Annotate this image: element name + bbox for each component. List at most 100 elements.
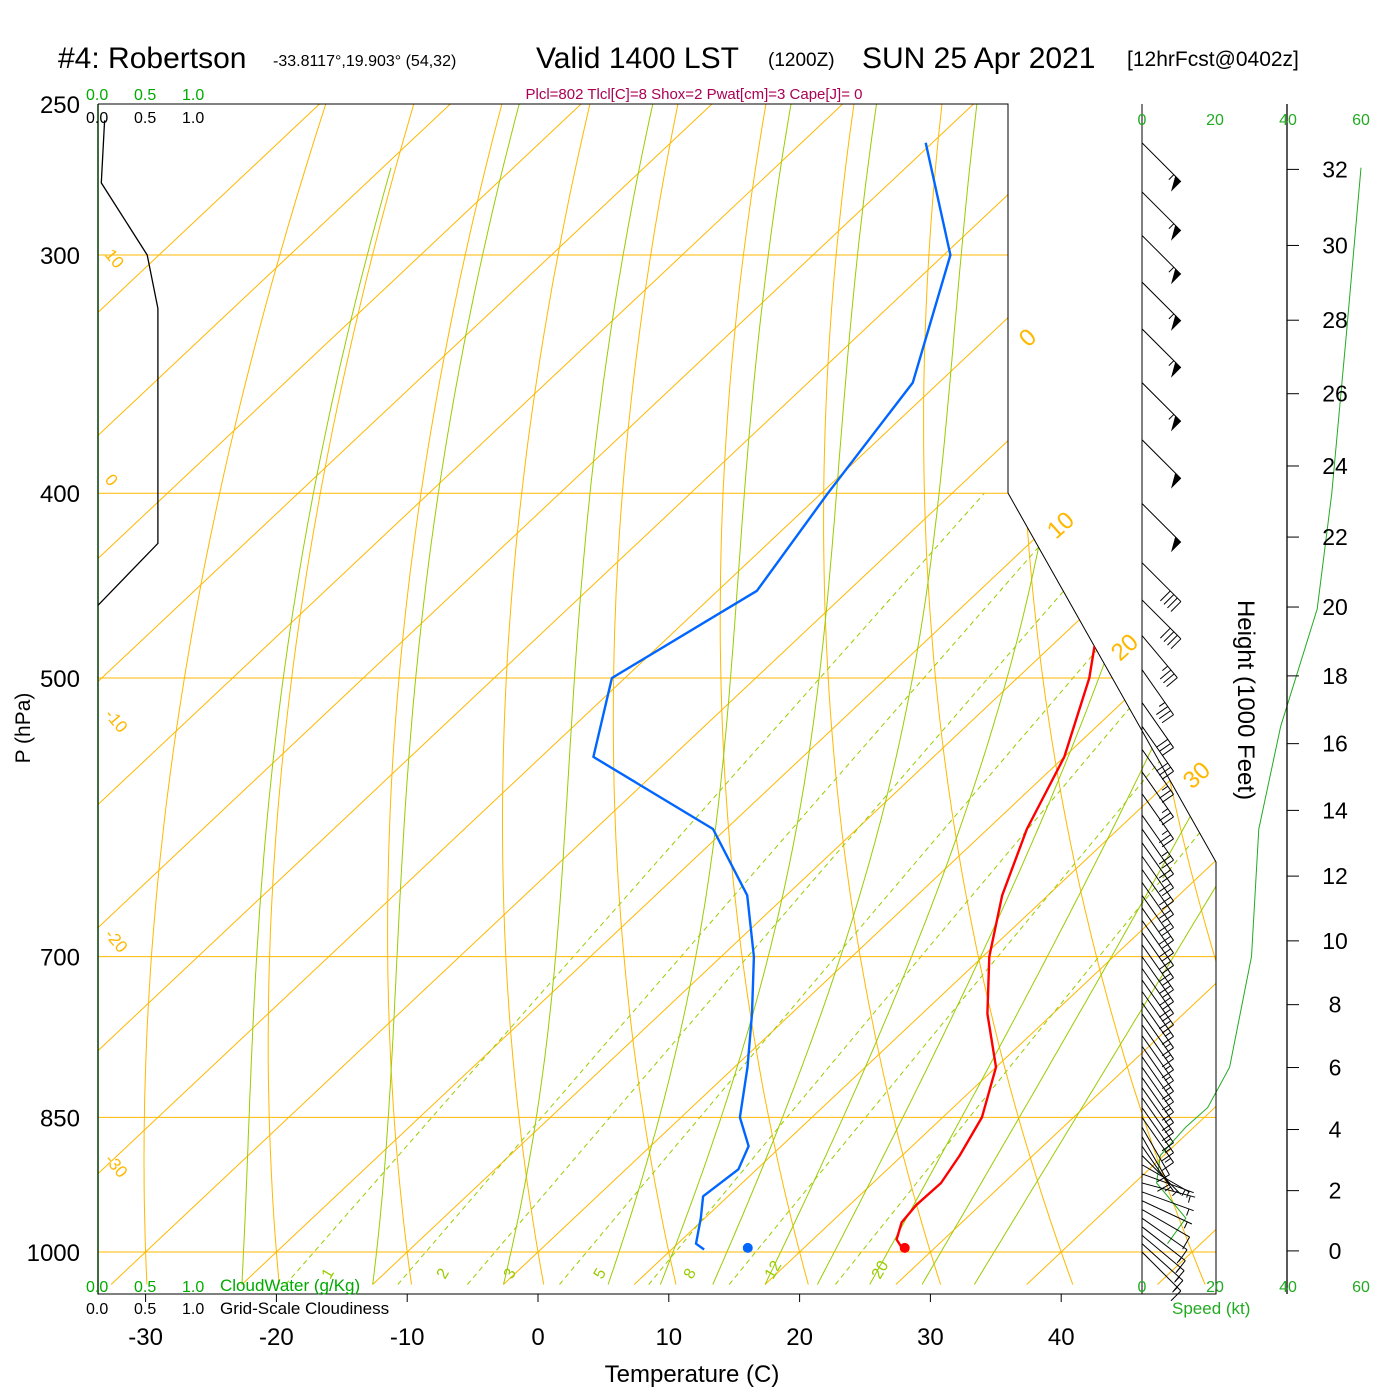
mixing-ratio-line xyxy=(835,492,1216,1285)
wind-barb-staff xyxy=(1141,328,1182,369)
wind-barb-full xyxy=(1160,627,1171,639)
wind-barb-full xyxy=(1161,927,1174,936)
wind-barb-full xyxy=(1161,873,1174,883)
speed-tick-label-bottom: 60 xyxy=(1352,1279,1370,1296)
wind-barb-full xyxy=(1158,766,1171,776)
height-tick-label: 4 xyxy=(1329,1117,1342,1143)
pressure-tick-label: 850 xyxy=(40,1105,80,1132)
wind-barb-half xyxy=(1181,1189,1186,1197)
wind-barb xyxy=(1141,1251,1182,1302)
dry-adiabat-line xyxy=(1381,70,1400,1284)
wind-barb-staff xyxy=(1141,1136,1170,1185)
isotherm-label-left: -10 xyxy=(101,705,131,736)
wind-barb-full xyxy=(1159,669,1172,680)
wind-barb-full xyxy=(1161,977,1174,987)
wind-barb-staff xyxy=(1141,793,1174,840)
wind-barb-half xyxy=(1168,313,1175,320)
wind-barb-flag xyxy=(1171,315,1181,331)
wind-barb-full xyxy=(1163,594,1175,605)
wind-barb xyxy=(1141,439,1182,489)
wind-barb xyxy=(1141,814,1174,869)
wind-barb-full xyxy=(1156,738,1169,748)
wind-barb-full xyxy=(1167,634,1178,646)
wind-barb-staff xyxy=(1141,191,1182,232)
wind-barb-full xyxy=(1161,965,1174,974)
cloudiness-panel xyxy=(97,104,159,1294)
wind-barb xyxy=(1141,328,1182,378)
wind-barb-full xyxy=(1158,997,1171,1007)
wind-barb-staff xyxy=(1141,599,1182,640)
isotherm-line xyxy=(98,104,1010,1285)
wind-barb xyxy=(1141,635,1178,688)
mixing-ratio-line xyxy=(728,492,1216,1285)
dry-adiabat-line xyxy=(143,104,338,1285)
speed-tick-label-bottom: 40 xyxy=(1279,1279,1297,1296)
speed-axis-title: Speed (kt) xyxy=(1172,1299,1250,1318)
height-tick-label: 6 xyxy=(1329,1055,1342,1081)
wind-barb-full xyxy=(1158,855,1171,865)
wind-barb-staff xyxy=(1141,1145,1174,1192)
wind-barb-full xyxy=(1161,1162,1174,1171)
height-tick-label: 32 xyxy=(1322,156,1348,182)
wind-barb-half xyxy=(1164,1097,1171,1103)
wind-barb xyxy=(1141,932,1174,987)
wind-barb-staff xyxy=(1141,1251,1182,1292)
dry-adiabat-line xyxy=(823,104,942,1285)
wind-barb-full xyxy=(1173,1280,1184,1292)
height-tick-label: 28 xyxy=(1322,307,1348,333)
wind-barb-staff xyxy=(1141,1013,1174,1060)
wind-barb xyxy=(1141,562,1182,612)
wind-barb xyxy=(1141,828,1174,883)
dry-adiabat-line xyxy=(612,104,686,1285)
isotherm-label-right: 0 xyxy=(1014,323,1042,352)
temperature-line xyxy=(895,142,1189,1251)
wind-barb xyxy=(1141,842,1174,897)
cloudwater-label: CloudWater (g/Kg) xyxy=(220,1276,360,1295)
mixing-ratio-label: 8 xyxy=(681,1266,700,1282)
wind-barb-half xyxy=(1164,1157,1171,1163)
wind-barb-full xyxy=(1167,597,1178,609)
surface-temperature-dot xyxy=(899,1242,910,1253)
station-title: #4: Robertson xyxy=(58,42,246,75)
wind-barb-full xyxy=(1158,960,1171,970)
moist-adiabat-line xyxy=(869,104,1216,1285)
wind-barb-staff xyxy=(1141,869,1174,915)
cloudwater-tick-bottom: 1.0 xyxy=(182,1279,204,1296)
height-tick-label: 10 xyxy=(1322,928,1348,954)
wind-barb-half xyxy=(1164,1107,1171,1113)
isotherm-line xyxy=(895,104,1216,1285)
wind-barb-staff xyxy=(1141,562,1182,602)
wind-barb-full xyxy=(1161,1090,1174,1100)
mixing-ratio-label: 3 xyxy=(501,1266,520,1282)
wind-barb-staff xyxy=(1141,1066,1174,1113)
wind-barb xyxy=(1141,281,1182,331)
wind-barb-staff xyxy=(1141,1097,1174,1144)
wind-barb-full xyxy=(1156,762,1169,772)
isotherm-line xyxy=(98,104,1141,1285)
wind-barb-staff xyxy=(1141,1217,1188,1251)
x-tick-label: -10 xyxy=(390,1324,425,1351)
wind-barb-full xyxy=(1156,706,1169,715)
height-tick-label: 22 xyxy=(1322,524,1348,550)
isotherm-line xyxy=(241,104,1216,1285)
wind-barb-flag xyxy=(1171,536,1181,553)
isotherm-line xyxy=(98,104,618,1285)
wind-barb xyxy=(1141,869,1174,923)
wind-barb-staff xyxy=(1141,725,1174,772)
cloudiness-tick-top: 0.0 xyxy=(86,110,108,127)
moist-adiabat-line xyxy=(659,104,883,1285)
wind-barb-full xyxy=(1161,1069,1174,1079)
wind-barb-full xyxy=(1157,1183,1170,1192)
height-tick-label: 2 xyxy=(1329,1178,1342,1204)
wind-barb-staff xyxy=(1141,1056,1174,1103)
wind-barb xyxy=(1141,1107,1174,1162)
cloudiness-tick-top: 0.5 xyxy=(134,110,156,127)
isotherm-line xyxy=(98,104,487,1285)
cloudwater-tick-top: 0.0 xyxy=(86,87,108,104)
isotherm-line xyxy=(98,104,880,1285)
wind-barb-staff xyxy=(1141,1155,1182,1195)
isotherm-line xyxy=(633,104,1216,1285)
speed-tick-label-top: 40 xyxy=(1279,112,1297,129)
isotherm-label-right: 30 xyxy=(1178,757,1216,795)
moist-adiabat-line xyxy=(973,104,1216,1285)
